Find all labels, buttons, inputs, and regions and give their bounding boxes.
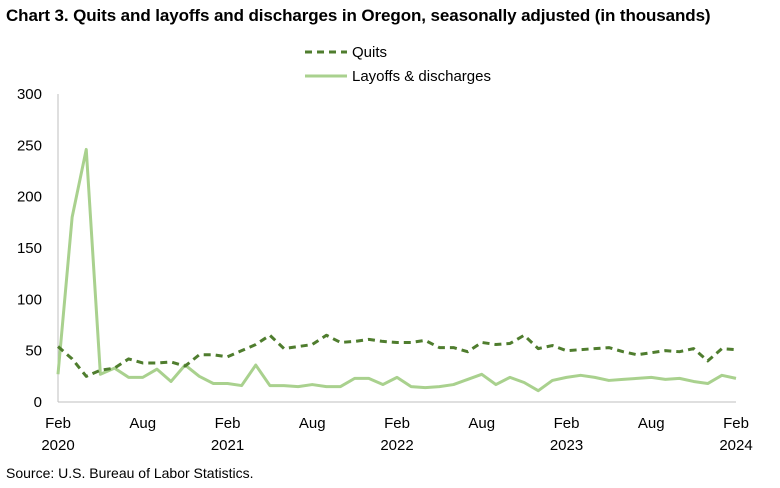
- x-tick-label: Feb: [723, 415, 749, 432]
- x-tick-year-label: 2024: [719, 437, 752, 454]
- y-axis-ticks: 0 50 100 150 200 250 300: [17, 86, 42, 411]
- x-tick-label: Aug: [468, 415, 495, 432]
- x-tick-label: Feb: [45, 415, 71, 432]
- x-tick-label: Feb: [554, 415, 580, 432]
- x-tick-label: Aug: [129, 415, 156, 432]
- y-tick-label: 100: [17, 291, 42, 308]
- y-tick-label: 250: [17, 137, 42, 154]
- x-tick-year-label: 2020: [41, 437, 74, 454]
- source-note: Source: U.S. Bureau of Labor Statistics.: [6, 465, 254, 481]
- x-axis-ticks: Feb 2020 Aug Feb 2021 Aug Feb 2022 Aug Feb 2023 Aug…: [41, 415, 752, 454]
- y-tick-label: 200: [17, 189, 42, 206]
- y-tick-label: 0: [34, 394, 42, 411]
- y-tick-label: 150: [17, 240, 42, 257]
- x-tick-label: Aug: [299, 415, 326, 432]
- legend: Quits Layoffs & discharges: [305, 44, 491, 85]
- x-tick-year-label: 2021: [211, 437, 244, 454]
- legend-label: Quits: [352, 44, 387, 61]
- y-tick-label: 50: [25, 343, 42, 360]
- series-lines: [56, 147, 737, 393]
- x-tick-year-label: 2022: [380, 437, 413, 454]
- series-line-quits: [57, 333, 737, 378]
- legend-label: Layoffs & discharges: [352, 68, 491, 85]
- chart-axes: [57, 94, 736, 403]
- x-tick-year-label: 2023: [550, 437, 583, 454]
- y-tick-label: 300: [17, 86, 42, 103]
- series-line-layoffs-discharges: [56, 147, 737, 393]
- x-tick-label: Feb: [215, 415, 241, 432]
- chart-title: Chart 3. Quits and layoffs and discharge…: [6, 6, 711, 25]
- x-tick-label: Aug: [638, 415, 665, 432]
- x-tick-label: Feb: [384, 415, 410, 432]
